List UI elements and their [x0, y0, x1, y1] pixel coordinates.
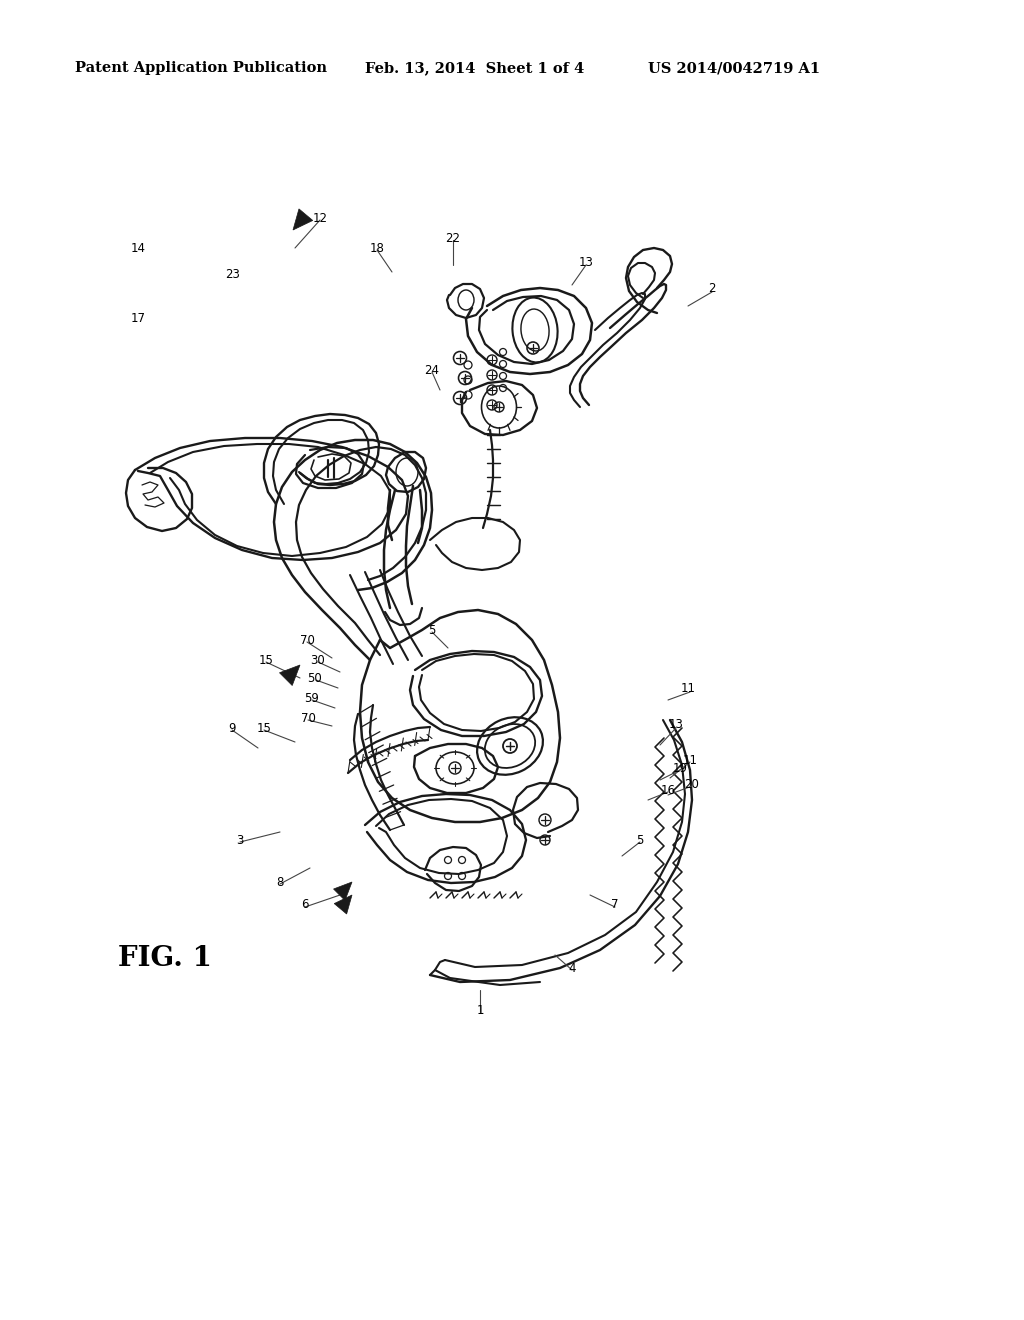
Text: 15: 15: [257, 722, 271, 734]
Text: 30: 30: [310, 653, 326, 667]
Polygon shape: [293, 209, 312, 230]
Text: 24: 24: [425, 363, 439, 376]
Text: 11: 11: [683, 754, 697, 767]
Text: 11: 11: [681, 681, 695, 694]
Text: 22: 22: [445, 231, 461, 244]
Text: 9: 9: [228, 722, 236, 734]
Text: 13: 13: [579, 256, 594, 269]
Text: FIG. 1: FIG. 1: [118, 945, 212, 972]
Text: 14: 14: [130, 242, 145, 255]
Text: 5: 5: [428, 623, 435, 636]
Text: US 2014/0042719 A1: US 2014/0042719 A1: [648, 61, 820, 75]
Text: 1: 1: [476, 1003, 483, 1016]
Text: 17: 17: [130, 312, 145, 325]
Text: 4: 4: [568, 961, 575, 974]
Polygon shape: [334, 882, 352, 900]
Text: 59: 59: [304, 692, 319, 705]
Text: 12: 12: [312, 211, 328, 224]
Text: 50: 50: [307, 672, 323, 685]
Text: 20: 20: [685, 777, 699, 791]
Polygon shape: [334, 895, 352, 913]
Text: Patent Application Publication: Patent Application Publication: [75, 61, 327, 75]
Polygon shape: [280, 665, 300, 685]
Text: 2: 2: [709, 281, 716, 294]
Text: 19: 19: [673, 762, 687, 775]
Text: 13: 13: [669, 718, 683, 731]
Text: 70: 70: [301, 711, 315, 725]
Text: 15: 15: [259, 653, 273, 667]
Text: 70: 70: [300, 634, 314, 647]
Text: 7: 7: [611, 899, 618, 912]
Text: Feb. 13, 2014  Sheet 1 of 4: Feb. 13, 2014 Sheet 1 of 4: [365, 61, 585, 75]
Text: 8: 8: [276, 875, 284, 888]
Text: 6: 6: [301, 899, 309, 912]
Text: 3: 3: [237, 833, 244, 846]
Text: 5: 5: [636, 833, 644, 846]
Text: 16: 16: [660, 784, 676, 796]
Text: 23: 23: [225, 268, 241, 281]
Text: 18: 18: [370, 242, 384, 255]
